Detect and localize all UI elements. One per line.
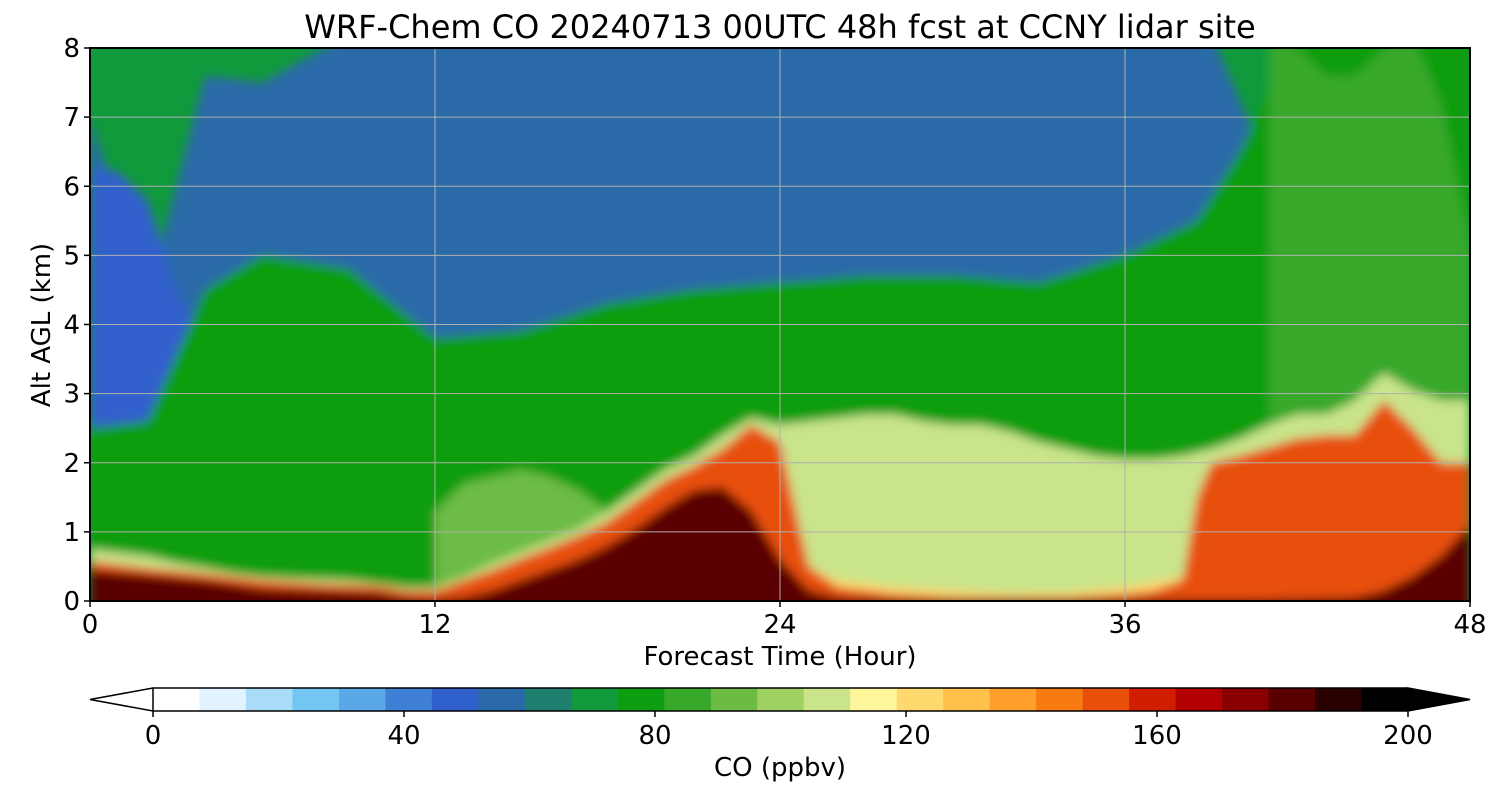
colorbar-ticks: 0 40 80 120 160 200 [145, 711, 1433, 751]
colorbar-swatch [571, 688, 619, 711]
colorbar-swatch [803, 688, 851, 711]
colorbar-swatch [757, 688, 805, 711]
x-tick-label: 12 [418, 610, 451, 640]
colorbar-swatch [1268, 688, 1316, 711]
colorbar-swatch [1082, 688, 1130, 711]
y-tick-label: 8 [63, 34, 80, 64]
colorbar-swatch [896, 688, 944, 711]
colorbar-extend-high [1407, 687, 1471, 712]
y-tick-label: 0 [63, 587, 80, 617]
chart-title: WRF-Chem CO 20240713 00UTC 48h fcst at C… [304, 8, 1255, 46]
colorbar-frame [153, 687, 1408, 712]
colorbar-swatch [1315, 688, 1363, 711]
y-tick-label: 5 [63, 241, 80, 271]
colorbar-swatch [478, 688, 526, 711]
colorbar-swatch [850, 688, 898, 711]
colorbar-swatch [664, 688, 712, 711]
y-tick-label: 6 [63, 172, 80, 202]
colorbar-tick-label: 0 [145, 721, 162, 751]
y-tick-label: 1 [63, 518, 80, 548]
y-tick-label: 3 [63, 380, 80, 410]
colorbar-tick-label: 200 [1383, 721, 1433, 751]
x-tick-label: 24 [763, 610, 796, 640]
colorbar-extend-low [89, 687, 154, 712]
colorbar [89, 687, 1471, 712]
colorbar-tick-label: 120 [881, 721, 931, 751]
colorbar-tick-label: 40 [387, 721, 420, 751]
x-axis-label: Forecast Time (Hour) [643, 642, 916, 672]
colorbar-swatch [199, 688, 247, 711]
x-axis-ticks: 0 12 24 36 48 [82, 601, 1487, 640]
colorbar-swatch [1361, 688, 1409, 711]
colorbar-swatch [1175, 688, 1223, 711]
colorbar-label: CO (ppbv) [714, 753, 846, 783]
x-tick-label: 36 [1108, 610, 1141, 640]
colorbar-swatch [1036, 688, 1084, 711]
colorbar-swatch [385, 688, 433, 711]
y-axis-ticks: 0 1 2 3 4 5 6 7 8 [63, 34, 90, 617]
y-axis-label: Alt AGL (km) [27, 243, 57, 407]
colorbar-swatch [710, 688, 758, 711]
x-tick-label: 48 [1453, 610, 1486, 640]
y-tick-label: 7 [63, 103, 80, 133]
colorbar-swatch [617, 688, 665, 711]
y-tick-label: 4 [63, 311, 80, 341]
y-tick-label: 2 [63, 449, 80, 479]
colorbar-swatch [989, 688, 1037, 711]
colorbar-swatch [292, 688, 340, 711]
x-tick-label: 0 [82, 610, 99, 640]
colorbar-swatch [1129, 688, 1177, 711]
colorbar-swatch [1222, 688, 1270, 711]
colorbar-tick-label: 160 [1132, 721, 1182, 751]
contour-layer-125 [780, 552, 1183, 601]
colorbar-swatch [524, 688, 572, 711]
colorbar-swatch [153, 688, 201, 711]
colorbar-swatch [943, 688, 991, 711]
colorbar-swatch [245, 688, 294, 711]
colorbar-tick-label: 80 [638, 721, 671, 751]
colorbar-swatch [338, 688, 387, 711]
colorbar-swatch [431, 688, 479, 711]
